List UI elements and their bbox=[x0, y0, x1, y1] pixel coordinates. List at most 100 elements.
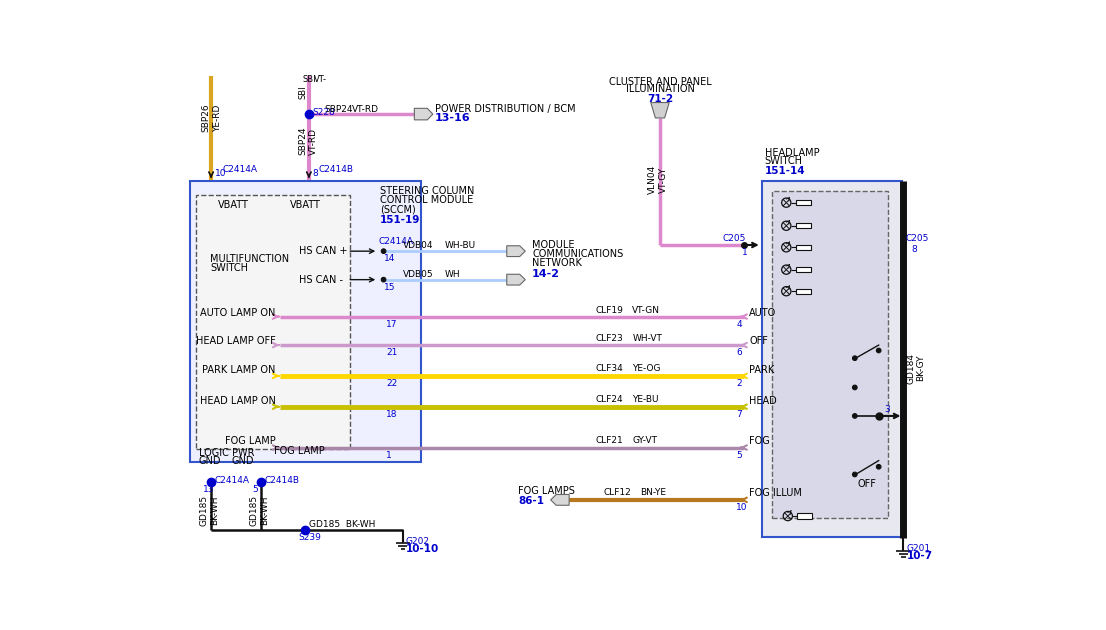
Text: 86-1: 86-1 bbox=[519, 496, 544, 506]
Text: WH: WH bbox=[446, 270, 461, 278]
Text: SBP24: SBP24 bbox=[324, 105, 353, 114]
Text: 10-10: 10-10 bbox=[406, 544, 439, 554]
Text: 10: 10 bbox=[737, 503, 748, 512]
Text: 21: 21 bbox=[386, 348, 397, 357]
Text: OFF: OFF bbox=[857, 479, 876, 489]
Text: C2414B: C2414B bbox=[319, 165, 353, 174]
Text: PWR: PWR bbox=[232, 448, 254, 458]
Circle shape bbox=[876, 348, 881, 353]
Circle shape bbox=[853, 414, 857, 418]
Text: C2414A: C2414A bbox=[215, 476, 250, 485]
Text: FOG LAMPS: FOG LAMPS bbox=[519, 486, 575, 496]
Bar bbox=[772, 191, 888, 518]
Text: 151-19: 151-19 bbox=[379, 215, 420, 226]
Text: SBP26: SBP26 bbox=[201, 104, 210, 132]
Text: 22: 22 bbox=[386, 379, 397, 388]
Polygon shape bbox=[551, 495, 570, 505]
Text: VBATT: VBATT bbox=[218, 200, 249, 210]
Circle shape bbox=[382, 249, 386, 253]
Text: NETWORK: NETWORK bbox=[532, 258, 582, 268]
Text: 14: 14 bbox=[384, 255, 395, 263]
Text: AUTO: AUTO bbox=[750, 308, 776, 318]
Text: S228: S228 bbox=[312, 108, 335, 117]
Text: FOG LAMP: FOG LAMP bbox=[225, 437, 275, 446]
Text: GD185: GD185 bbox=[250, 495, 259, 526]
Bar bbox=[795, 289, 811, 294]
Text: 4: 4 bbox=[737, 320, 742, 329]
Text: 13: 13 bbox=[202, 484, 215, 493]
Bar bbox=[795, 267, 811, 272]
Text: GD184: GD184 bbox=[907, 353, 916, 384]
Text: C2414B: C2414B bbox=[264, 476, 300, 485]
Text: 1: 1 bbox=[742, 248, 748, 257]
Text: 18: 18 bbox=[386, 410, 397, 419]
Polygon shape bbox=[650, 103, 669, 118]
Text: C2414A: C2414A bbox=[222, 165, 258, 174]
Text: FOG ILLUM: FOG ILLUM bbox=[750, 488, 802, 498]
Bar bbox=[795, 244, 811, 250]
Text: 10: 10 bbox=[215, 169, 227, 178]
Polygon shape bbox=[507, 274, 525, 285]
Text: HS CAN -: HS CAN - bbox=[299, 275, 343, 285]
Circle shape bbox=[382, 277, 386, 282]
Text: LOGIC: LOGIC bbox=[199, 448, 229, 458]
Text: GND: GND bbox=[232, 455, 254, 466]
Text: GD185  BK-WH: GD185 BK-WH bbox=[309, 520, 375, 529]
Text: HEADLAMP: HEADLAMP bbox=[764, 147, 820, 158]
Text: AUTO LAMP ON: AUTO LAMP ON bbox=[200, 308, 275, 318]
Text: C205: C205 bbox=[906, 234, 929, 243]
Text: VT-RD: VT-RD bbox=[309, 127, 319, 154]
Text: GD185: GD185 bbox=[200, 495, 209, 526]
Text: OFF: OFF bbox=[750, 336, 769, 346]
Text: BK-WH: BK-WH bbox=[260, 496, 269, 525]
Text: MODULE: MODULE bbox=[532, 240, 575, 250]
Bar bbox=[762, 181, 901, 537]
Text: CLF21: CLF21 bbox=[595, 436, 623, 445]
Bar bbox=[795, 223, 811, 229]
Text: PARK: PARK bbox=[750, 365, 774, 375]
Text: SBP24: SBP24 bbox=[299, 127, 307, 156]
Text: STEERING COLUMN: STEERING COLUMN bbox=[379, 186, 474, 196]
Text: 10-7: 10-7 bbox=[907, 551, 932, 561]
Text: POWER DISTRIBUTION / BCM: POWER DISTRIBUTION / BCM bbox=[435, 104, 576, 113]
Text: BK-WH: BK-WH bbox=[210, 496, 219, 525]
Text: SBI: SBI bbox=[303, 75, 316, 84]
Text: SWITCH: SWITCH bbox=[764, 156, 803, 166]
Text: VT-: VT- bbox=[314, 75, 327, 84]
Text: G201: G201 bbox=[907, 544, 930, 553]
Text: CLF19: CLF19 bbox=[595, 306, 623, 315]
Text: 8: 8 bbox=[911, 245, 917, 254]
Bar bbox=[797, 513, 813, 518]
Text: 5: 5 bbox=[252, 484, 259, 493]
Text: 8: 8 bbox=[312, 169, 317, 178]
Text: (SCCM): (SCCM) bbox=[379, 205, 416, 215]
Text: VDB04: VDB04 bbox=[403, 241, 434, 249]
Polygon shape bbox=[415, 108, 432, 120]
Text: FOG: FOG bbox=[750, 437, 770, 446]
Text: BK-GY: BK-GY bbox=[917, 355, 926, 381]
Text: CLF23: CLF23 bbox=[595, 335, 623, 343]
Text: VDB05: VDB05 bbox=[403, 270, 434, 278]
Text: 2: 2 bbox=[737, 379, 742, 388]
Text: 13-16: 13-16 bbox=[435, 113, 471, 123]
Text: GND: GND bbox=[199, 455, 221, 466]
Text: ILLUMINATION: ILLUMINATION bbox=[626, 84, 696, 94]
Bar bbox=[795, 200, 811, 205]
Text: CLF24: CLF24 bbox=[595, 395, 623, 404]
Text: PARK LAMP ON: PARK LAMP ON bbox=[202, 365, 275, 375]
Text: C205: C205 bbox=[722, 234, 745, 243]
Text: VT-GN: VT-GN bbox=[633, 306, 660, 315]
Text: 3: 3 bbox=[884, 405, 890, 415]
Circle shape bbox=[853, 385, 857, 390]
Text: MULTIFUNCTION: MULTIFUNCTION bbox=[210, 254, 290, 264]
Text: G202: G202 bbox=[406, 537, 430, 546]
Text: 17: 17 bbox=[386, 320, 397, 329]
Text: VBATT: VBATT bbox=[290, 200, 321, 210]
Text: 1: 1 bbox=[386, 450, 392, 460]
Text: YE-OG: YE-OG bbox=[633, 365, 660, 374]
Polygon shape bbox=[507, 246, 525, 256]
Text: HEAD: HEAD bbox=[750, 396, 778, 406]
Text: S239: S239 bbox=[299, 533, 322, 542]
Text: CLF12: CLF12 bbox=[603, 488, 630, 498]
Text: CLUSTER AND PANEL: CLUSTER AND PANEL bbox=[609, 77, 712, 87]
